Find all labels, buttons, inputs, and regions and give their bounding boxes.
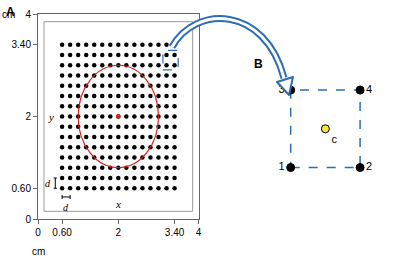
svg-text:B: B: [254, 57, 263, 71]
svg-text:4: 4: [366, 83, 372, 95]
svg-text:y: y: [48, 111, 54, 123]
svg-text:c: c: [331, 133, 337, 145]
svg-text:3: 3: [279, 83, 285, 95]
svg-text:4: 4: [196, 227, 202, 238]
svg-text:cm: cm: [2, 9, 15, 20]
svg-text:0.60: 0.60: [12, 183, 32, 194]
svg-text:2: 2: [25, 111, 31, 122]
svg-text:0.60: 0.60: [52, 227, 72, 238]
svg-text:A: A: [6, 5, 15, 19]
svg-text:3.40: 3.40: [165, 227, 185, 238]
svg-text:2: 2: [116, 227, 122, 238]
svg-text:d: d: [63, 202, 69, 213]
svg-text:x: x: [115, 198, 121, 210]
svg-text:0: 0: [35, 227, 41, 238]
svg-text:cm: cm: [32, 246, 45, 257]
svg-text:d: d: [45, 178, 51, 189]
svg-text:1: 1: [279, 160, 285, 172]
svg-text:2: 2: [366, 160, 372, 172]
svg-text:3.40: 3.40: [12, 39, 32, 50]
svg-text:4: 4: [25, 9, 31, 20]
svg-text:0: 0: [25, 214, 31, 225]
